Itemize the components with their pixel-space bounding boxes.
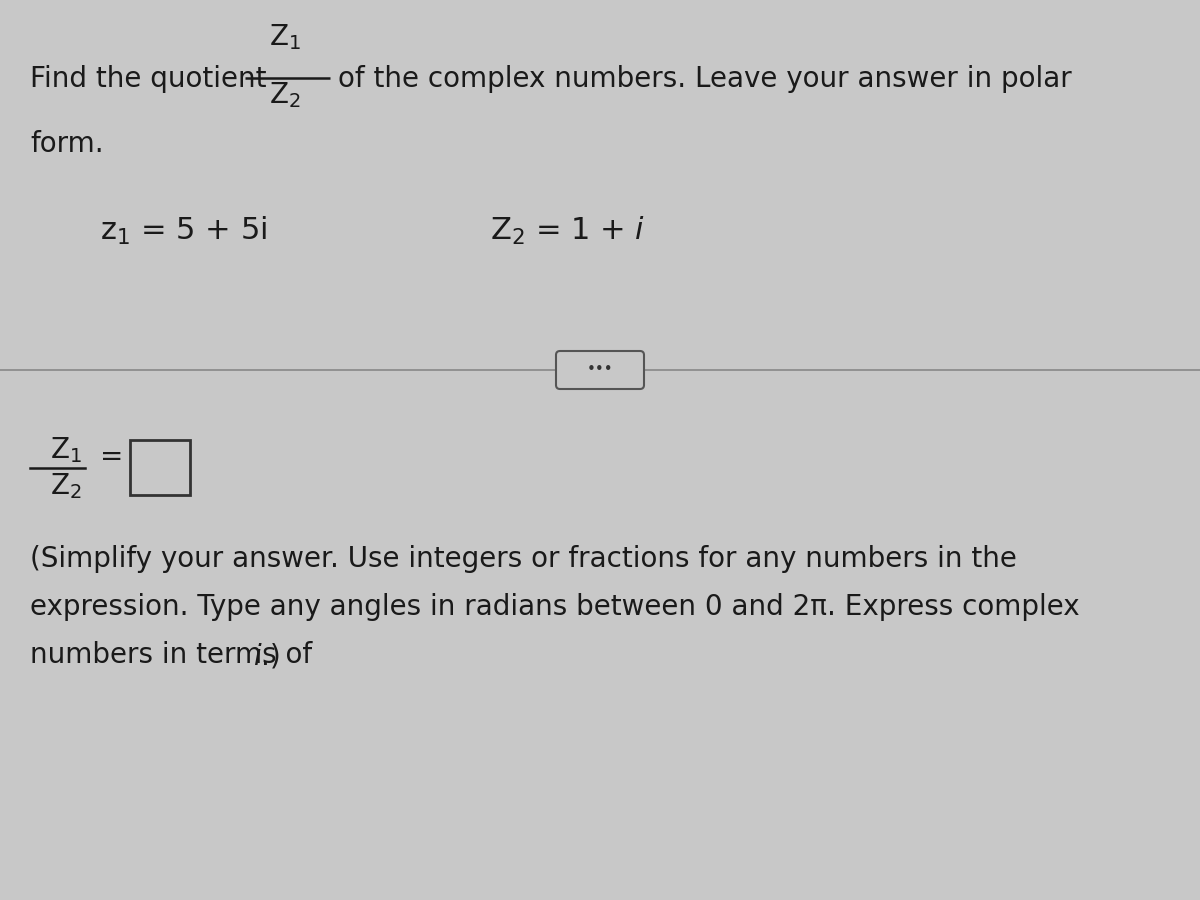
Text: •••: •••: [587, 363, 613, 377]
Text: $\mathregular{Z_2}$: $\mathregular{Z_2}$: [50, 471, 82, 500]
Bar: [130, 440, 190, 495]
Text: $\mathit{i}$.): $\mathit{i}$.): [253, 641, 280, 670]
Text: (Simplify your answer. Use integers or fractions for any numbers in the: (Simplify your answer. Use integers or f…: [30, 545, 1016, 573]
Text: $\mathregular{Z_2}$: $\mathregular{Z_2}$: [269, 80, 301, 110]
FancyBboxPatch shape: [556, 351, 644, 389]
Text: =: =: [100, 444, 124, 472]
Text: numbers in terms of: numbers in terms of: [30, 641, 322, 669]
Text: $\mathregular{Z_2}$ = 1 + $\mathit{i}$: $\mathregular{Z_2}$ = 1 + $\mathit{i}$: [490, 215, 646, 248]
Text: $\mathregular{Z_1}$: $\mathregular{Z_1}$: [269, 22, 301, 52]
Text: expression. Type any angles in radians between 0 and 2π. Express complex: expression. Type any angles in radians b…: [30, 593, 1080, 621]
Text: $\mathregular{Z_1}$: $\mathregular{Z_1}$: [50, 435, 82, 464]
Text: Find the quotient: Find the quotient: [30, 65, 266, 93]
Text: $\mathregular{z_1}$ = 5 + 5i: $\mathregular{z_1}$ = 5 + 5i: [100, 215, 268, 248]
Text: of the complex numbers. Leave your answer in polar: of the complex numbers. Leave your answe…: [338, 65, 1072, 93]
Text: form.: form.: [30, 130, 103, 158]
